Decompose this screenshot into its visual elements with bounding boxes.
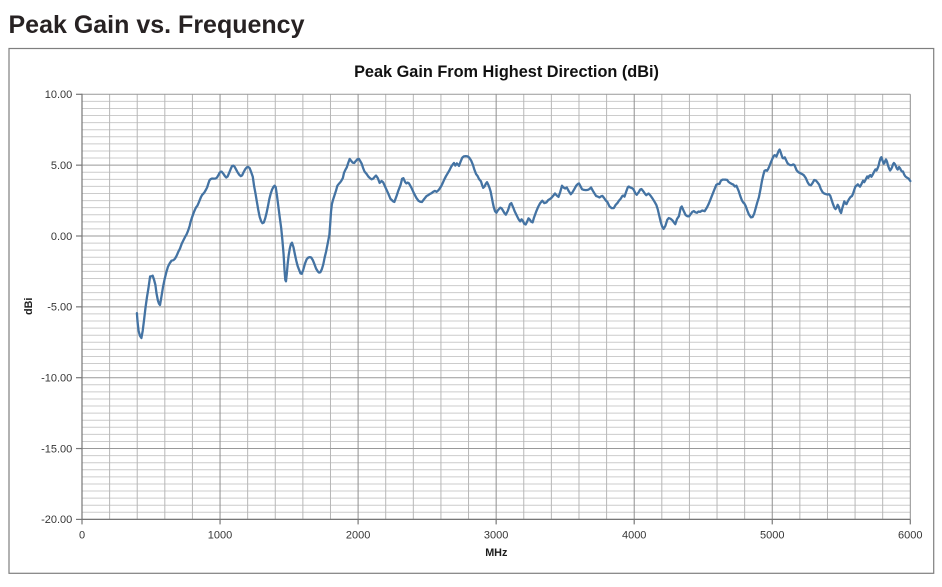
svg-text:5.00: 5.00 xyxy=(51,160,72,172)
svg-text:1000: 1000 xyxy=(208,530,232,542)
svg-text:2000: 2000 xyxy=(346,530,370,542)
svg-text:0.00: 0.00 xyxy=(51,231,72,243)
svg-text:5000: 5000 xyxy=(760,530,784,542)
svg-text:dBi: dBi xyxy=(23,298,35,315)
svg-text:MHz: MHz xyxy=(485,547,508,559)
svg-text:4000: 4000 xyxy=(622,530,646,542)
svg-text:6000: 6000 xyxy=(898,530,922,542)
svg-text:Peak Gain vs. Frequency: Peak Gain vs. Frequency xyxy=(9,11,305,39)
svg-text:10.00: 10.00 xyxy=(45,89,73,101)
svg-text:-5.00: -5.00 xyxy=(47,302,72,314)
svg-text:3000: 3000 xyxy=(484,530,508,542)
svg-text:-15.00: -15.00 xyxy=(41,443,72,455)
svg-text:Peak Gain From Highest Directi: Peak Gain From Highest Direction (dBi) xyxy=(354,63,659,81)
svg-text:-20.00: -20.00 xyxy=(41,514,72,526)
svg-text:-10.00: -10.00 xyxy=(41,373,72,385)
svg-text:0: 0 xyxy=(79,530,85,542)
